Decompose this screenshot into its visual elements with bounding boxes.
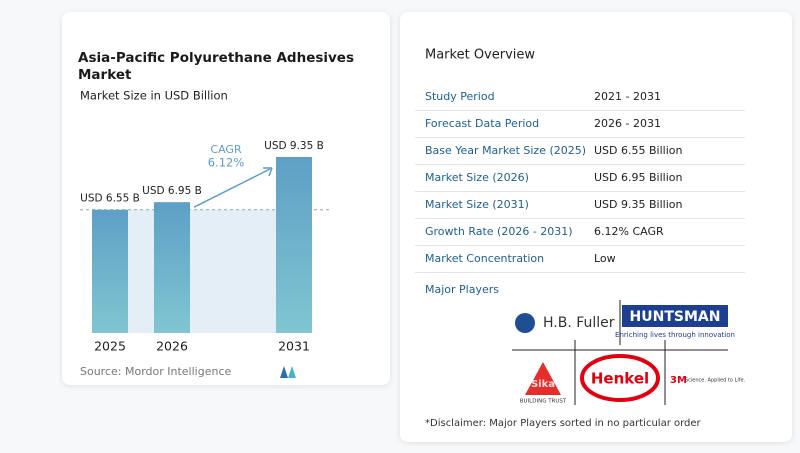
bar bbox=[276, 157, 312, 333]
row-label: Market Size (2026) bbox=[425, 171, 529, 184]
player-tagline: BUILDING TRUST bbox=[520, 399, 567, 405]
source-logo bbox=[280, 366, 296, 378]
huntsman-bg bbox=[622, 305, 728, 327]
row-value: Low bbox=[594, 252, 616, 265]
henkel-oval bbox=[580, 354, 660, 402]
row-label: Forecast Data Period bbox=[425, 117, 539, 130]
players-title: Major Players bbox=[425, 283, 499, 296]
overview-card bbox=[400, 12, 792, 442]
row-value: USD 6.55 Billion bbox=[594, 144, 682, 157]
x-tick-label: 2026 bbox=[156, 339, 188, 354]
row-label: Growth Rate (2026 - 2031) bbox=[425, 225, 573, 238]
source: Source: Mordor Intelligence bbox=[80, 365, 231, 378]
overview-title: Market Overview bbox=[425, 48, 535, 63]
cagr-arrowhead bbox=[263, 167, 273, 177]
player-logo: H.B. Fuller bbox=[543, 315, 615, 331]
x-tick-label: 2031 bbox=[278, 339, 310, 354]
title-box: Asia-Pacific Polyurethane Adhesives Mark… bbox=[78, 50, 354, 83]
row-value: 6.12% CAGR bbox=[594, 225, 664, 238]
player-logo: Sika bbox=[531, 379, 555, 390]
row-label: Market Concentration bbox=[425, 252, 544, 265]
player-tagline: Science. Applied to Life. bbox=[685, 378, 746, 384]
row-label: Base Year Market Size (2025) bbox=[425, 144, 586, 157]
bar bbox=[92, 209, 128, 333]
shaded-area bbox=[128, 209, 276, 333]
row-value: 2021 - 2031 bbox=[594, 90, 661, 103]
chart-title: Asia-Pacific Polyurethane Adhesives Mark… bbox=[78, 50, 354, 83]
row-value: 2026 - 2031 bbox=[594, 117, 661, 130]
player-logo: 3M bbox=[670, 375, 687, 386]
chart-subtitle: Market Size in USD Billion bbox=[80, 89, 228, 103]
row-label: Study Period bbox=[425, 90, 495, 103]
player-tagline: Enriching lives through innovation bbox=[615, 331, 735, 339]
player-logo: Henkel bbox=[591, 370, 649, 388]
row-label: Market Size (2031) bbox=[425, 198, 529, 211]
value-label: USD 6.55 B bbox=[80, 193, 140, 205]
fuller-icon bbox=[515, 313, 535, 333]
player-logo: HUNTSMAN bbox=[630, 309, 721, 325]
cagr-arrow bbox=[193, 168, 271, 208]
cagr-label: CAGR bbox=[210, 143, 242, 156]
bar bbox=[154, 202, 190, 333]
value-label: USD 9.35 B bbox=[264, 140, 324, 152]
row-value: USD 6.95 Billion bbox=[594, 171, 682, 184]
cagr-value: 6.12% bbox=[208, 156, 245, 170]
sika-icon bbox=[525, 362, 561, 395]
row-value: USD 9.35 Billion bbox=[594, 198, 682, 211]
value-label: USD 6.95 B bbox=[142, 185, 202, 197]
x-tick-label: 2025 bbox=[94, 339, 126, 354]
logos bbox=[512, 300, 728, 405]
disclaimer: *Disclaimer: Major Players sorted in no … bbox=[425, 418, 702, 429]
